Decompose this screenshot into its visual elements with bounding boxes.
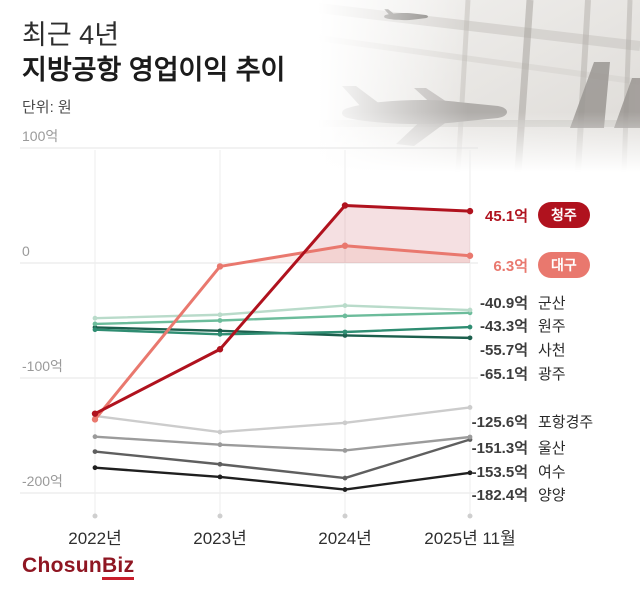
series-line-군산 bbox=[93, 304, 472, 320]
logo-main: Chosun bbox=[22, 554, 102, 577]
series-point-군산 bbox=[92, 315, 98, 321]
series-point-청주 bbox=[91, 410, 99, 417]
header: 최근 4년 지방공항 영업이익 추이 단위: 원 bbox=[22, 18, 285, 117]
axis-dot bbox=[467, 513, 473, 519]
series-point-양양 bbox=[217, 474, 223, 480]
series-point-사천 bbox=[342, 329, 348, 335]
page-title-line2: 지방공항 영업이익 추이 bbox=[22, 54, 286, 85]
series-point-포항경주 bbox=[467, 405, 473, 410]
series-point-원주 bbox=[217, 318, 223, 323]
series-point-청주 bbox=[216, 346, 224, 353]
series-point-원주 bbox=[342, 313, 348, 319]
series-line-대구 bbox=[93, 244, 472, 421]
photo-fade-bottom bbox=[318, 112, 640, 172]
series-point-양양 bbox=[92, 465, 98, 471]
chosunbiz-logo: ChosunBiz bbox=[22, 554, 135, 580]
series-point-여수 bbox=[92, 449, 98, 454]
series-point-대구 bbox=[216, 263, 224, 270]
series-point-사천 bbox=[92, 327, 98, 333]
series-point-군산 bbox=[342, 303, 348, 308]
y-tick-label: -200억 bbox=[22, 473, 63, 489]
axis-dot bbox=[92, 513, 98, 519]
y-tick-label: 0 bbox=[22, 243, 30, 259]
series-point-군산 bbox=[217, 312, 223, 318]
series-point-대구 bbox=[466, 252, 474, 259]
series-point-울산 bbox=[217, 442, 223, 448]
x-tick-label: 2022년 bbox=[68, 529, 121, 548]
series-line-포항경주 bbox=[93, 406, 472, 434]
series-line-사천 bbox=[93, 325, 472, 336]
x-tick-label: 2025년 11월 bbox=[424, 529, 515, 548]
series-point-청주 bbox=[341, 202, 349, 209]
series-point-청주 bbox=[466, 207, 474, 215]
series-point-여수 bbox=[342, 475, 348, 481]
y-tick-label: 100억 bbox=[22, 128, 58, 144]
series-line-양양 bbox=[93, 466, 472, 491]
series-line-여수 bbox=[93, 438, 472, 480]
series-point-울산 bbox=[467, 434, 473, 440]
x-tick-label: 2024년 bbox=[318, 529, 371, 548]
series-point-광주 bbox=[342, 333, 348, 338]
x-tick-label: 2023년 bbox=[193, 529, 246, 548]
series-fill-대구 bbox=[95, 245, 470, 263]
series-point-광주 bbox=[467, 335, 473, 341]
series-point-사천 bbox=[467, 324, 473, 330]
page-title-line1: 최근 4년 bbox=[22, 20, 120, 50]
y-tick-label: -100억 bbox=[22, 358, 63, 374]
series-point-사천 bbox=[217, 331, 223, 337]
series-point-원주 bbox=[92, 321, 98, 327]
series-line-울산 bbox=[93, 435, 472, 452]
series-point-양양 bbox=[342, 487, 348, 492]
series-line-청주 bbox=[93, 204, 472, 416]
series-point-군산 bbox=[467, 307, 473, 313]
series-point-광주 bbox=[217, 328, 223, 334]
series-point-대구 bbox=[91, 416, 99, 423]
series-point-울산 bbox=[92, 434, 98, 440]
unit-label: 단위: 원 bbox=[22, 99, 72, 117]
series-point-대구 bbox=[341, 242, 349, 249]
series-point-포항경주 bbox=[217, 429, 223, 435]
series-line-원주 bbox=[93, 311, 472, 326]
logo-accent: Biz bbox=[101, 554, 135, 580]
series-point-양양 bbox=[467, 470, 473, 476]
series-point-포항경주 bbox=[342, 420, 348, 426]
series-point-울산 bbox=[342, 448, 348, 453]
series-point-여수 bbox=[217, 461, 223, 467]
axis-dot bbox=[342, 513, 348, 519]
axis-dot bbox=[217, 513, 223, 519]
